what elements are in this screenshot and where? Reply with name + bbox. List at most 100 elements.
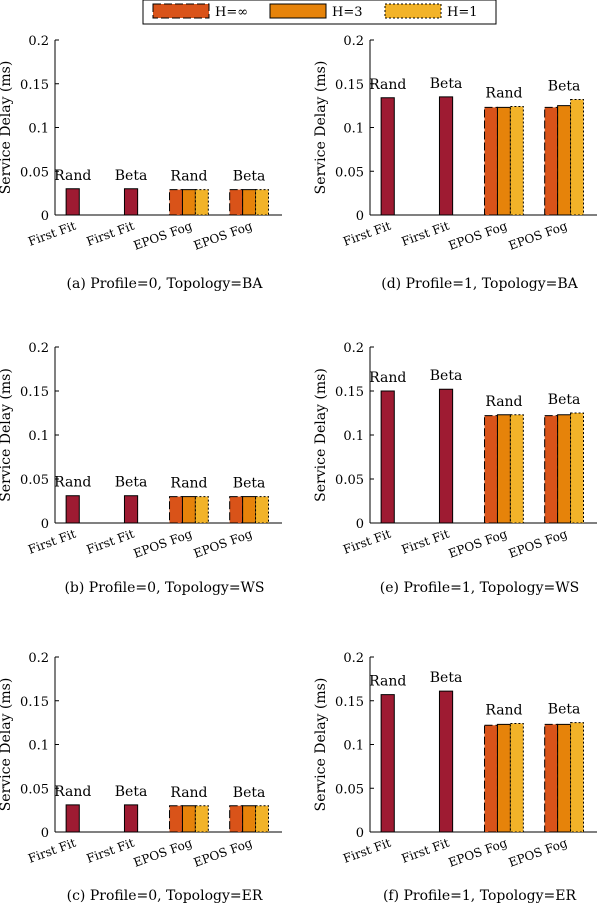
x-tick-label: First Fit: [85, 219, 137, 249]
y-tick-label: 0.15: [20, 385, 49, 400]
y-tick-label: 0.05: [335, 165, 364, 180]
group-label: Rand: [54, 168, 91, 184]
bar-epos-h1: [509, 723, 524, 833]
bar-first-fit: [380, 694, 395, 833]
legend-swatch: [269, 3, 327, 19]
bar-epos-h-inf: [544, 415, 559, 524]
y-tick-label: 0.2: [28, 651, 49, 666]
bar-epos-h-inf: [169, 496, 183, 524]
bar-epos-h-inf: [484, 106, 498, 216]
legend-label: H=3: [332, 5, 363, 20]
x-tick-label: First Fit: [85, 836, 137, 866]
group-label: Rand: [54, 475, 91, 491]
bar-first-fit: [123, 495, 139, 524]
bar-epos-h-inf: [229, 189, 244, 216]
x-tick-label: First Fit: [400, 836, 452, 866]
x-tick-label: EPOS Fog: [447, 836, 510, 870]
y-tick-label: 0.05: [335, 473, 364, 488]
y-tick-label: 0.2: [343, 651, 364, 666]
bar-first-fit: [438, 690, 454, 833]
bar-epos-h3: [242, 189, 257, 216]
group-label: Rand: [170, 169, 207, 185]
y-tick-label: 0.1: [28, 429, 49, 444]
group-label: Beta: [233, 169, 266, 185]
group-label: Beta: [430, 76, 463, 92]
y-tick-label: 0.05: [20, 473, 49, 488]
y-tick-label: 0.05: [335, 782, 364, 797]
group-label: Beta: [233, 785, 266, 801]
group-label: Rand: [369, 370, 406, 386]
panel-caption: (b) Profile=0, Topology=WS: [64, 580, 264, 596]
bar-epos-h1: [255, 805, 269, 833]
bar-epos-h1: [194, 189, 209, 216]
y-tick-label: 0.15: [335, 695, 364, 710]
y-axis-label: Service Delay (ms): [0, 368, 14, 502]
bar-epos-h1: [194, 496, 209, 524]
x-tick-label: EPOS Fog: [192, 836, 255, 870]
bar-first-fit: [123, 804, 139, 833]
bar-epos-h1: [194, 805, 209, 833]
y-axis-label: Service Delay (ms): [313, 678, 329, 812]
group-label: Rand: [369, 674, 406, 690]
bar-epos-h3: [557, 723, 572, 833]
y-tick-label: 0.1: [343, 429, 364, 444]
group-label: Rand: [485, 394, 522, 410]
group-label: Beta: [548, 79, 581, 95]
chart-panel: 0 0.05 0.1 0.15 0.2 Service Delay (ms) Rand Bet…: [0, 651, 282, 904]
y-tick-label: 0: [356, 209, 364, 224]
y-tick-label: 0.15: [20, 78, 49, 93]
bar-epos-h-inf: [544, 106, 559, 216]
x-tick-label: EPOS Fog: [192, 219, 255, 253]
panel-caption: (c) Profile=0, Topology=ER: [67, 888, 263, 904]
y-tick-label: 0: [41, 826, 49, 841]
x-tick-label: EPOS Fog: [192, 527, 255, 561]
y-axis-label: Service Delay (ms): [313, 61, 329, 195]
group-label: Rand: [485, 86, 522, 102]
y-tick-label: 0.2: [28, 34, 49, 49]
x-tick-label: EPOS Fog: [132, 836, 195, 870]
bar-first-fit: [65, 188, 80, 216]
bar-epos-h-inf: [484, 415, 498, 524]
chart-panel: 0 0.05 0.1 0.15 0.2 Service Delay (ms) Rand Bet…: [313, 34, 597, 292]
y-tick-label: 0: [41, 209, 49, 224]
x-tick-label: First Fit: [341, 219, 393, 249]
y-axis-label: Service Delay (ms): [0, 678, 14, 812]
x-tick-label: First Fit: [400, 219, 452, 249]
x-tick-label: EPOS Fog: [447, 527, 510, 561]
chart-panel: 0 0.05 0.1 0.15 0.2 Service Delay (ms) Rand Bet…: [313, 341, 597, 596]
y-tick-label: 0.15: [335, 78, 364, 93]
legend-swatch: [152, 3, 210, 19]
legend-swatch: [384, 3, 442, 19]
y-tick-label: 0.05: [20, 782, 49, 797]
chart-panel: 0 0.05 0.1 0.15 0.2 Service Delay (ms) Rand Bet…: [313, 651, 597, 904]
y-axis-label: Service Delay (ms): [313, 368, 329, 502]
bar-epos-h3: [181, 496, 196, 524]
y-tick-label: 0.15: [20, 695, 49, 710]
x-tick-label: EPOS Fog: [132, 219, 195, 253]
legend-label: H=1: [447, 5, 478, 20]
chart-panels: 0 0.05 0.1 0.15 0.2 Service Delay (ms) Rand Bet…: [0, 34, 597, 904]
panel-caption: (a) Profile=0, Topology=BA: [67, 276, 264, 292]
group-label: Rand: [170, 476, 207, 492]
group-label: Rand: [54, 784, 91, 800]
bar-first-fit: [380, 390, 395, 524]
group-label: Beta: [548, 392, 581, 408]
bar-epos-h3: [496, 106, 511, 216]
panel-caption: (e) Profile=1, Topology=WS: [380, 580, 579, 596]
y-tick-label: 0.15: [335, 385, 364, 400]
bar-epos-h3: [181, 805, 196, 833]
bar-epos-h1: [570, 99, 584, 216]
bar-epos-h3: [496, 723, 511, 833]
legend: H=∞ H=3 H=1: [142, 0, 497, 25]
chart-panel: 0 0.05 0.1 0.15 0.2 Service Delay (ms) Rand Bet…: [0, 34, 282, 292]
bar-epos-h3: [496, 414, 511, 524]
bar-epos-h-inf: [169, 805, 183, 833]
panel-caption: (f) Profile=1, Topology=ER: [383, 888, 577, 904]
x-tick-label: EPOS Fog: [507, 219, 570, 253]
group-label: Rand: [485, 703, 522, 719]
bar-epos-h1: [570, 722, 584, 833]
group-label: Rand: [170, 785, 207, 801]
group-label: Beta: [430, 368, 463, 384]
group-label: Beta: [115, 784, 148, 800]
panel-caption: (d) Profile=1, Topology=BA: [381, 276, 578, 292]
